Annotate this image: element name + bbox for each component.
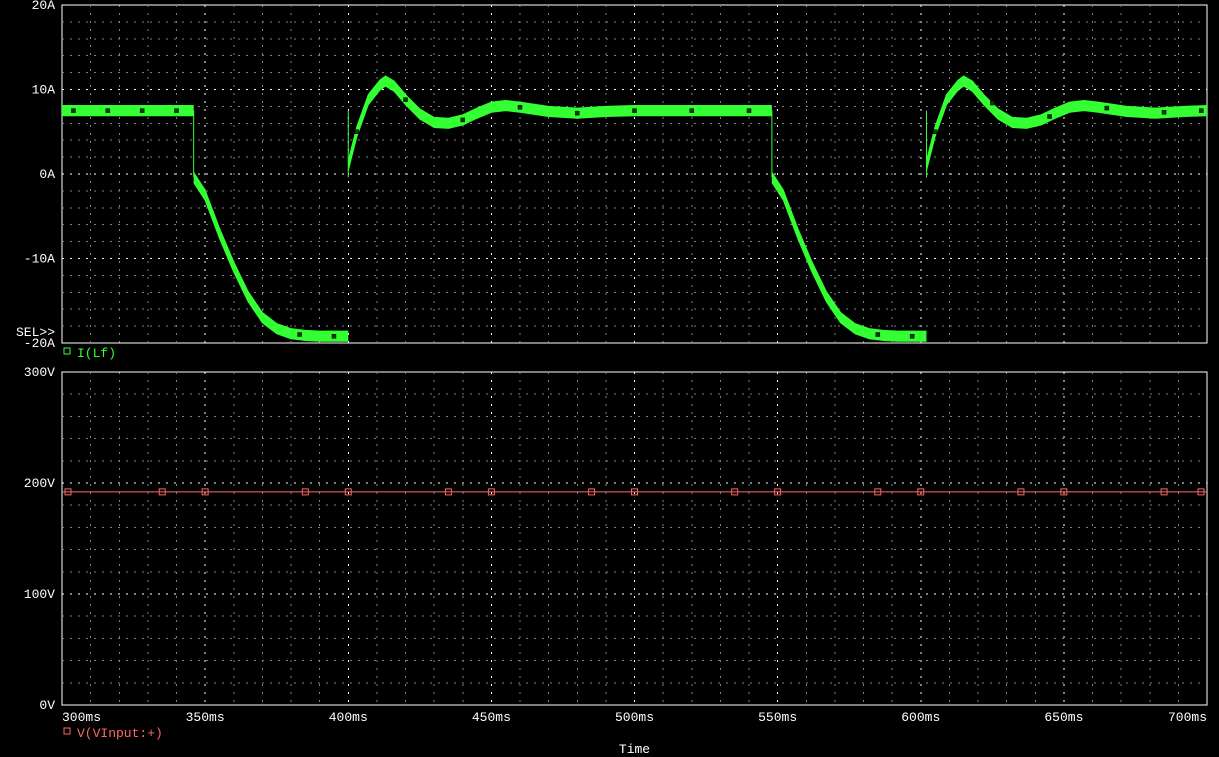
legend-label-current: I(Lf) xyxy=(77,346,116,361)
svg-text:100V: 100V xyxy=(24,587,55,602)
legend-label-voltage: V(VInput:+) xyxy=(77,726,163,741)
svg-text:10A: 10A xyxy=(32,83,56,98)
x-tick-label: 400ms xyxy=(329,710,368,725)
svg-text:300V: 300V xyxy=(24,365,55,380)
svg-text:SEL>>: SEL>> xyxy=(16,325,55,340)
svg-text:20A: 20A xyxy=(32,0,56,13)
svg-text:-10A: -10A xyxy=(24,252,55,267)
oscilloscope-plot: -20A-10A0A10A20ASEL>>0V100V200V300V300ms… xyxy=(0,0,1219,757)
x-axis-label: Time xyxy=(619,742,650,757)
svg-text:0V: 0V xyxy=(39,698,55,713)
x-tick-label: 650ms xyxy=(1044,710,1083,725)
x-tick-label: 700ms xyxy=(1168,710,1207,725)
x-tick-label: 600ms xyxy=(901,710,940,725)
x-tick-label: 300ms xyxy=(62,710,101,725)
x-tick-label: 450ms xyxy=(472,710,511,725)
svg-text:0A: 0A xyxy=(39,167,55,182)
x-tick-label: 550ms xyxy=(758,710,797,725)
trace-current xyxy=(62,106,194,116)
x-tick-label: 500ms xyxy=(615,710,654,725)
svg-text:200V: 200V xyxy=(24,476,55,491)
x-tick-label: 350ms xyxy=(186,710,225,725)
